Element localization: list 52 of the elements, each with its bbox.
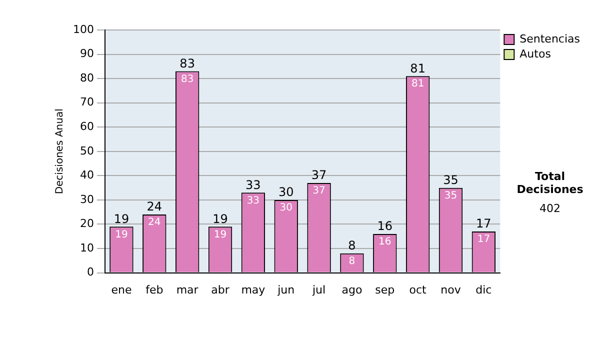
x-tick-label: sep (375, 283, 395, 296)
y-tick-label: 0 (86, 266, 94, 279)
x-tick-label: dic (476, 283, 492, 296)
data-label: 35 (444, 190, 458, 202)
y-tick-label: 40 (80, 168, 94, 182)
data-label: 17 (477, 234, 490, 246)
x-tick-label: may (241, 283, 266, 296)
y-tick-label: 10 (80, 241, 94, 254)
data-label: 81 (411, 78, 424, 90)
x-tick-label: nov (440, 283, 462, 296)
y-tick-label: 100 (72, 22, 94, 36)
total-label: 17 (476, 216, 492, 231)
data-label: 30 (280, 202, 292, 214)
total-label: 19 (212, 212, 228, 226)
y-tick-label: 70 (80, 96, 94, 109)
total-label: 33 (246, 178, 261, 192)
text: Total Decisiones (516, 170, 584, 196)
total-label: 35 (443, 172, 458, 187)
total-label: 37 (311, 168, 327, 182)
y-tick-label: 50 (80, 144, 94, 158)
data-label: 16 (378, 236, 392, 248)
data-label: 19 (214, 229, 227, 240)
data-label: 83 (180, 74, 194, 85)
total-label: 8 (348, 238, 356, 252)
x-tick-label: abr (211, 283, 230, 296)
legend-label: Sentencias (520, 32, 580, 46)
data-label: 8 (348, 256, 356, 267)
x-tick-label: jun (276, 283, 295, 296)
data-label: 19 (115, 229, 128, 240)
y-axis-title: Decisiones Anual (54, 108, 66, 194)
y-tick-label: 30 (80, 192, 94, 206)
x-tick-label: mar (176, 283, 199, 296)
y-tick-label: 20 (80, 217, 94, 230)
y-tick-label: 90 (80, 47, 94, 60)
x-tick-label: ago (342, 283, 362, 296)
total-label: 81 (410, 61, 426, 76)
data-label: 24 (148, 217, 161, 228)
x-tick-label: feb (146, 283, 164, 296)
y-tick-label: 80 (80, 71, 94, 84)
text: 402 (538, 202, 562, 215)
total-label: 19 (114, 212, 130, 226)
legend-label: Autos (520, 47, 552, 60)
total-label: 16 (377, 219, 393, 234)
y-tick-label: 60 (80, 120, 94, 133)
x-tick-label: oct (409, 283, 428, 296)
total-label: 24 (146, 200, 162, 214)
total-label: 83 (180, 56, 195, 70)
data-label: 33 (246, 195, 260, 206)
data-label: 37 (312, 186, 326, 197)
x-tick-label: jul (311, 283, 326, 296)
x-tick-label: ene (111, 283, 132, 296)
total-label: 30 (278, 185, 294, 200)
